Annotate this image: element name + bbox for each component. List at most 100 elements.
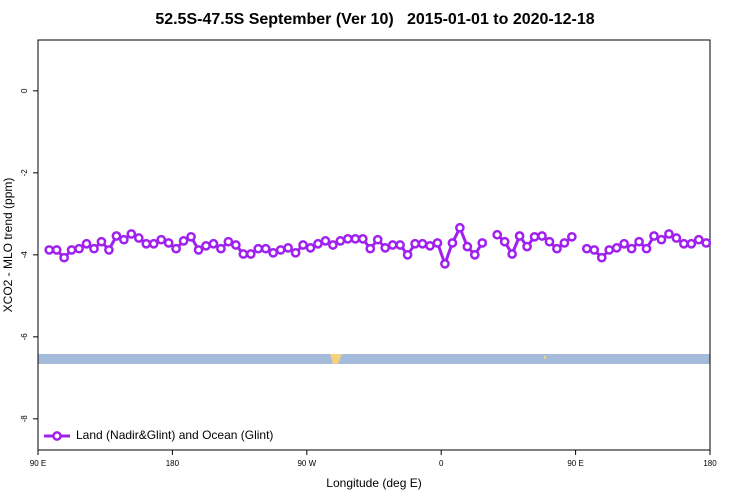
data-point [141,238,152,249]
data-point [701,238,712,248]
data-point [455,222,465,233]
data-point [313,238,323,249]
data-point [693,234,704,245]
data-point [469,249,480,260]
chart-title: 52.5S-47.5S September (Ver 10) 2015-01-0… [155,11,594,28]
y-tick-label: -2 [20,169,29,177]
data-point [208,238,219,249]
data-point [447,238,458,248]
data-point [89,243,99,254]
data-point [417,238,428,249]
data-point [357,234,368,244]
data-point [74,243,84,254]
data-point [133,233,144,243]
data-point [440,259,450,269]
x-tick-label: 180 [703,459,717,468]
data-point [529,231,540,242]
x-tick-label: 90 E [30,459,46,468]
data-point [552,243,562,254]
data-point [402,249,413,260]
data-point [223,236,234,247]
data-point [619,238,629,249]
data-point [537,231,547,241]
data-point [410,238,420,249]
data-point [171,243,181,254]
data-point [365,243,376,254]
legend-marker [52,431,62,441]
x-tick-label: 0 [439,459,444,468]
data-point [275,245,286,255]
y-tick-label: -4 [20,251,29,259]
data-point [59,252,69,263]
data-point [104,245,114,255]
data-point [201,240,211,251]
data-point [395,240,405,250]
data-point [664,229,674,239]
data-point [626,243,637,254]
data-point [679,238,689,249]
data-point [596,252,607,263]
data-point [231,240,241,250]
data-point [290,247,301,258]
data-point [148,238,159,249]
data-point [634,236,644,247]
data-point [111,231,122,241]
data-point [156,234,167,245]
data-point [686,238,697,249]
data-point [432,238,443,248]
data-point [507,249,517,259]
data-point [514,231,525,241]
legend-label: Land (Nadir&Glint) and Ocean (Glint) [76,428,273,442]
data-point [245,249,256,259]
data-point [260,243,271,254]
data-point [335,236,346,246]
data-point [178,236,189,246]
y-tick-label: 0 [20,88,29,93]
data-point [216,243,226,254]
data-point [320,236,331,246]
data-point [186,231,196,242]
data-point [656,234,667,245]
data-point [328,240,338,250]
surface-strip [38,354,710,364]
data-point [380,243,391,253]
data-point [559,238,570,248]
data-point [51,245,62,255]
data-point [499,236,510,247]
data-point [522,241,532,252]
data-point [462,241,473,252]
data-point [163,238,174,248]
data-point [44,245,55,255]
data-point [611,243,622,253]
x-tick-label: 90 E [567,459,583,468]
data-point [238,249,249,259]
data-point [96,236,107,247]
y-tick-label: -6 [20,333,29,341]
data-point [604,245,615,255]
y-tick-label: -8 [20,415,29,423]
x-axis-label: Longitude (deg E) [326,476,421,490]
data-point [126,229,137,239]
data-point [350,234,361,244]
data-point [492,229,503,240]
data-point [641,243,652,254]
y-axis-label: XCO2 - MLO trend (ppm) [1,178,15,313]
x-tick-label: 180 [166,459,180,468]
data-point [253,243,264,254]
data-point [305,243,316,253]
data-point [119,234,129,245]
data-point [372,234,383,245]
data-point [283,243,293,253]
data-point [477,238,488,248]
data-point [425,240,435,251]
land-patch [330,354,342,364]
land-patch [544,356,546,359]
data-point [544,236,555,247]
x-tick-label: 90 W [297,459,316,468]
data-point [66,245,77,255]
data-point [589,245,600,255]
data-point [81,238,92,249]
data-point [343,234,353,244]
